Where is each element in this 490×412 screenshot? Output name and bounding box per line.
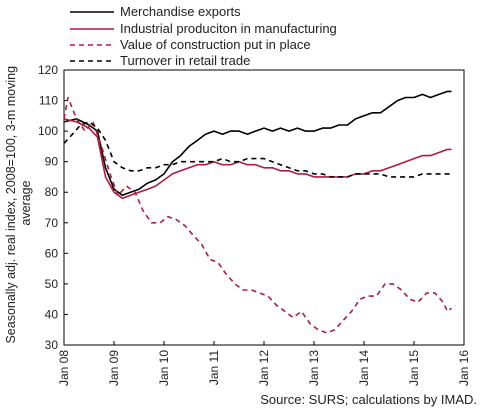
x-tick-label: Jan 13: [307, 350, 321, 386]
y-tick-label: 40: [45, 307, 59, 321]
legend-item: Industrial produciton in manufacturing: [70, 21, 337, 36]
legend-label: Value of construction put in place: [120, 37, 311, 52]
legend-label: Merchandise exports: [120, 4, 241, 19]
x-tick-label: Jan 15: [407, 350, 421, 386]
series-line-turnover-in-retail-trade: [63, 121, 452, 178]
legend: Merchandise exports Industrial producito…: [70, 4, 337, 68]
series-line-value-of-construction-put-in-place: [63, 96, 452, 334]
y-axis-label: Seasonally adj. real index, 2008=100, 3-…: [4, 62, 33, 343]
y-axis-label-line-2: average: [19, 180, 33, 225]
y-tick-label: 80: [45, 185, 59, 199]
plot-frame: [63, 69, 465, 346]
y-tick-label: 70: [45, 216, 59, 230]
plot-area: 30 40 50 60 70 80 90 100 110 120 Jan 08 Jan 09 Jan 1…: [38, 63, 471, 386]
legend-label: Turnover in retail trade: [120, 53, 250, 68]
x-tick-label: Jan 14: [357, 350, 371, 386]
x-tick-label: Jan 11: [207, 350, 221, 385]
x-tick-label: Jan 12: [257, 350, 271, 386]
source-note: Source: SURS; calculations by IMAD.: [260, 392, 477, 407]
legend-item: Merchandise exports: [70, 4, 241, 19]
y-tick-label: 60: [45, 246, 59, 260]
x-tick-label: Jan 16: [457, 350, 471, 386]
y-axis-label-line-1: Seasonally adj. real index, 2008=100, 3-…: [4, 66, 18, 344]
y-tick-label: 120: [38, 63, 58, 77]
x-tick-label: Jan 09: [107, 350, 121, 386]
x-tick-label: Jan 10: [157, 350, 171, 386]
y-tick-label: 30: [45, 338, 59, 352]
x-tick-label: Jan 08: [57, 350, 71, 386]
y-tick-label: 50: [45, 277, 59, 291]
legend-label: Industrial produciton in manufacturing: [120, 21, 337, 36]
legend-item: Value of construction put in place: [70, 37, 311, 52]
y-tick-label: 100: [38, 124, 58, 138]
legend-item: Turnover in retail trade: [70, 53, 250, 68]
y-tick-label: 110: [39, 94, 58, 108]
series-line-merchandise-exports: [63, 90, 452, 197]
y-tick-label: 90: [45, 155, 59, 169]
